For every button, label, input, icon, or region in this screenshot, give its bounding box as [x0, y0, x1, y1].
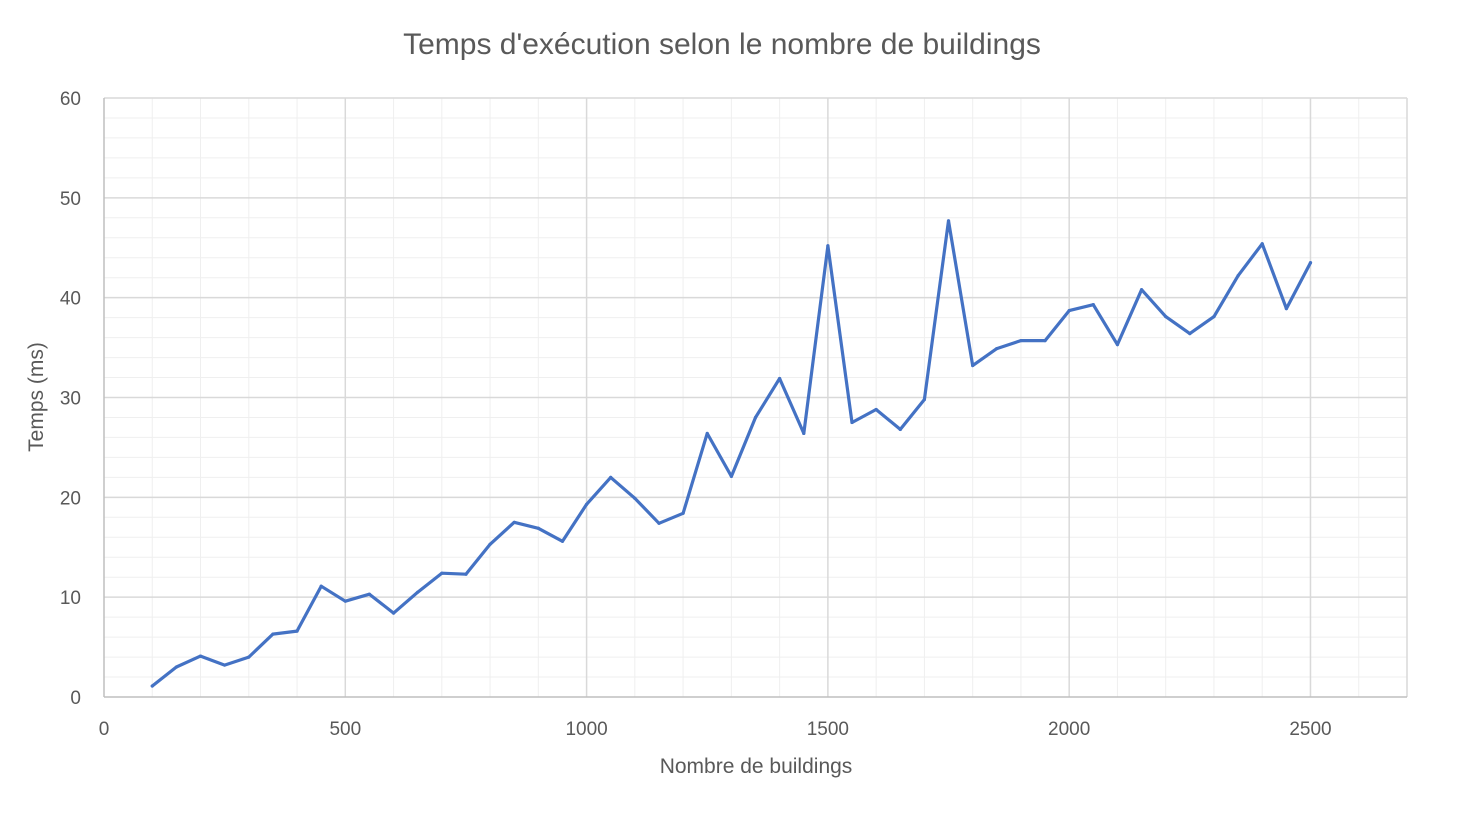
- major-gridlines: [104, 97, 1408, 697]
- data-point: [150, 684, 154, 688]
- data-point: [560, 539, 565, 543]
- data-point: [995, 346, 999, 351]
- data-point: [584, 502, 589, 506]
- y-axis-label: Temps (ms): [25, 342, 48, 452]
- data-point: [826, 244, 830, 248]
- data-point: [488, 542, 492, 546]
- data-point: [223, 663, 227, 667]
- data-point: [1067, 309, 1071, 313]
- data-point: [1139, 288, 1144, 292]
- x-tick-label: 2000: [1048, 719, 1090, 740]
- data-point: [753, 415, 758, 420]
- x-axis-label: Nombre de buildings: [660, 755, 853, 778]
- data-point: [729, 474, 733, 478]
- data-point: [633, 496, 637, 500]
- y-tick-label: 0: [70, 688, 81, 709]
- data-point: [1284, 307, 1288, 311]
- data-point: [416, 590, 420, 594]
- data-point: [778, 376, 782, 381]
- data-point: [1115, 342, 1120, 347]
- data-point: [440, 571, 444, 575]
- y-tick-label: 40: [60, 289, 81, 310]
- data-point: [1236, 274, 1240, 278]
- series-layer: [150, 219, 1313, 688]
- data-point: [464, 572, 468, 576]
- data-point: [295, 629, 299, 633]
- data-point: [898, 427, 902, 432]
- data-point: [802, 431, 806, 436]
- x-tick-label: 0: [99, 719, 110, 740]
- data-point: [512, 520, 516, 524]
- data-point: [1164, 315, 1168, 319]
- data-point: [705, 431, 709, 436]
- data-point: [1212, 315, 1216, 319]
- y-tick-label: 30: [60, 389, 81, 410]
- y-tick-label: 10: [60, 588, 81, 609]
- data-point: [1091, 303, 1095, 307]
- data-point: [367, 592, 372, 596]
- x-tick-label: 1500: [807, 719, 849, 740]
- data-point: [271, 632, 275, 636]
- data-point: [922, 397, 927, 402]
- data-point: [657, 521, 661, 525]
- data-point: [1019, 338, 1023, 343]
- x-tick-label: 500: [329, 719, 361, 740]
- y-tick-label: 50: [60, 189, 81, 210]
- axes: [103, 98, 1407, 698]
- data-point: [174, 665, 178, 669]
- data-point: [343, 599, 347, 603]
- data-point: [1043, 338, 1047, 343]
- y-tick-label: 20: [60, 488, 81, 509]
- x-tick-label: 1000: [565, 719, 607, 740]
- data-point: [1188, 332, 1192, 336]
- data-point: [681, 511, 685, 515]
- y-tick-label: 60: [60, 89, 81, 110]
- data-point: [1308, 261, 1313, 265]
- data-point: [247, 655, 251, 659]
- chart-title: Temps d'exécution selon le nombre de bui…: [403, 28, 1041, 61]
- tick-labels: 0 500 1000 1500 2000 2500 0 10 20 30 40 50 60: [60, 89, 1332, 740]
- data-point: [198, 654, 203, 658]
- data-point: [609, 475, 613, 479]
- data-point: [971, 363, 975, 368]
- data-point: [874, 407, 878, 412]
- data-point: [391, 611, 396, 615]
- data-point: [319, 584, 323, 588]
- data-point: [536, 526, 540, 530]
- data-point: [1260, 242, 1264, 246]
- data-point: [850, 420, 854, 425]
- data-point: [946, 219, 951, 223]
- x-tick-label: 2500: [1289, 719, 1331, 740]
